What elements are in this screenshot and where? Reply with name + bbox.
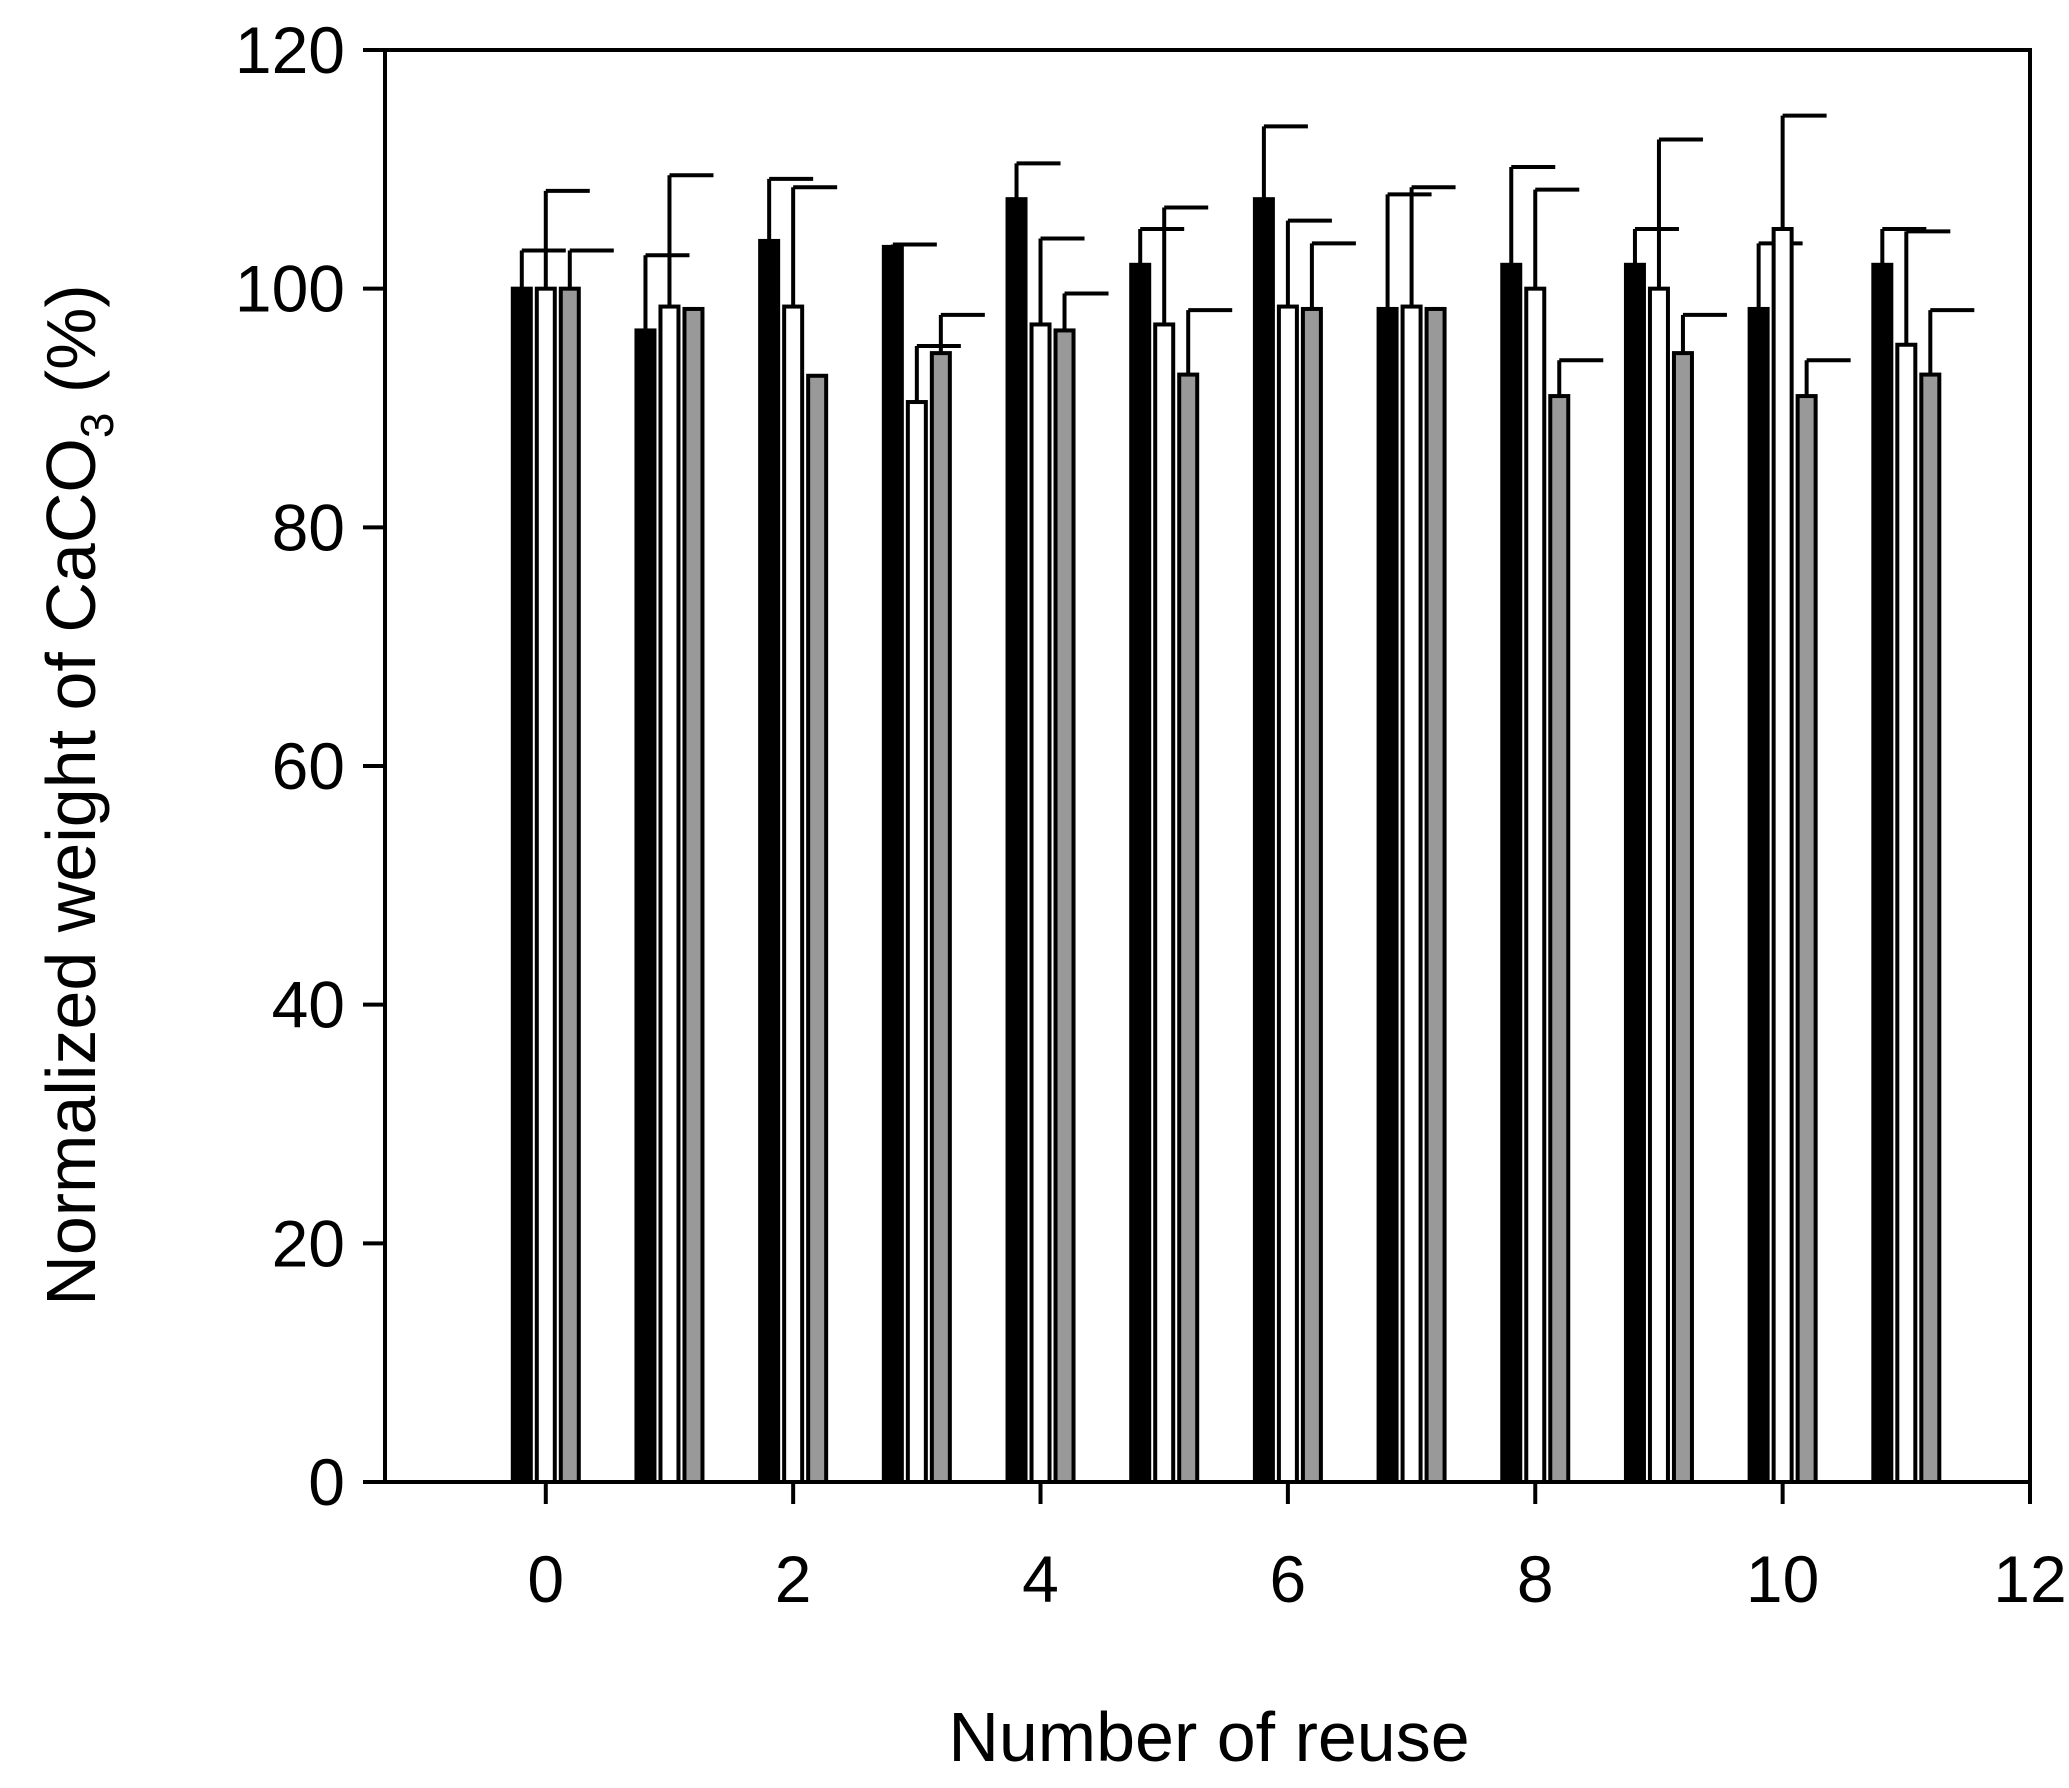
x-tick-label: 0 (527, 1542, 564, 1616)
bar (1548, 394, 1571, 1485)
bar (929, 351, 952, 1484)
bar (1747, 306, 1770, 1484)
bar (1623, 262, 1646, 1484)
y-tick-label: 80 (272, 490, 345, 564)
x-tick-label: 10 (1746, 1542, 1819, 1616)
x-tick-label: 12 (1993, 1542, 2066, 1616)
x-tick-label: 4 (1022, 1542, 1059, 1616)
bar (1252, 197, 1275, 1485)
bar (1919, 372, 1942, 1484)
y-tick-label: 0 (308, 1445, 345, 1519)
y-tick-label: 40 (272, 968, 345, 1042)
bar (510, 286, 533, 1485)
bar (806, 373, 829, 1484)
bars-layer (510, 113, 1975, 1485)
bar (1376, 306, 1399, 1484)
y-tick-label: 100 (235, 252, 345, 326)
y-tick-label: 120 (235, 13, 345, 87)
bar (1029, 322, 1052, 1484)
bar (782, 304, 805, 1485)
bar (1500, 262, 1523, 1484)
bar (1524, 286, 1547, 1485)
bar (1400, 304, 1423, 1485)
bar (634, 328, 657, 1484)
bar (1129, 262, 1152, 1484)
bar (1276, 304, 1299, 1485)
bar (1005, 197, 1028, 1485)
bar (1895, 342, 1918, 1485)
bar (881, 244, 904, 1484)
x-tick-label: 8 (1517, 1542, 1554, 1616)
y-tick-label: 20 (272, 1206, 345, 1280)
y-axis-title: Normalized weight of CaCO3 (%) (32, 284, 123, 1305)
y-tick-label: 60 (272, 729, 345, 803)
bar (1424, 306, 1447, 1484)
bar (534, 286, 557, 1485)
bar (1177, 372, 1200, 1484)
labels-layer: Number of reuse Normalized weight of CaC… (32, 13, 2067, 1776)
bar (1871, 262, 1894, 1484)
bar (558, 286, 581, 1485)
axes-layer (363, 48, 2032, 1504)
bar (1300, 306, 1323, 1484)
bar (658, 304, 681, 1485)
bar (682, 306, 705, 1484)
bar (1053, 328, 1076, 1484)
bar (1647, 286, 1670, 1485)
x-axis-title: Number of reuse (948, 1698, 1469, 1776)
y-axis-title-main: Normalized weight of CaCO (32, 438, 110, 1306)
y-axis-title-unit: (%) (32, 284, 110, 412)
x-tick-label: 6 (1270, 1542, 1307, 1616)
bar (1771, 227, 1794, 1484)
bar (905, 400, 928, 1484)
bar (758, 238, 781, 1484)
x-tick-label: 2 (775, 1542, 812, 1616)
bar (1671, 351, 1694, 1484)
y-axis-title-subscript: 3 (71, 413, 123, 439)
bar (1153, 322, 1176, 1484)
bar (1795, 394, 1818, 1485)
